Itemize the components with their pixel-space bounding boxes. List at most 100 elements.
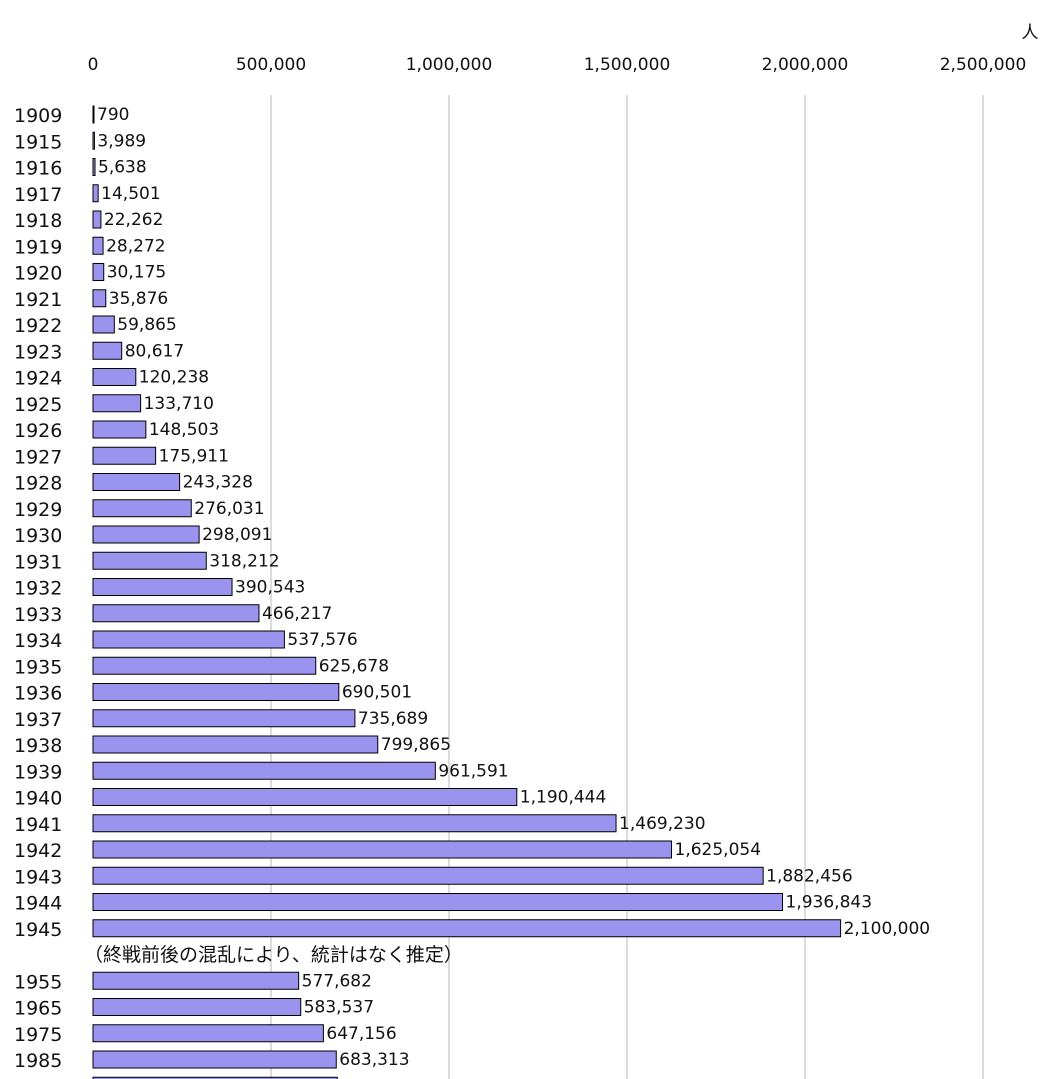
category-label: 1975	[14, 1024, 62, 1046]
data-label: 298,091	[202, 525, 272, 545]
category-label: 1936	[14, 683, 62, 705]
bar	[92, 1076, 338, 1079]
category-label: 1941	[14, 814, 62, 836]
category-label: 1927	[14, 446, 62, 468]
category-label: 1921	[14, 289, 62, 311]
category-label: 1934	[14, 630, 62, 652]
bar	[92, 368, 137, 386]
data-label: 1,469,230	[619, 814, 706, 834]
data-label: 647,156	[326, 1024, 396, 1044]
data-label: 466,217	[262, 604, 332, 624]
bar	[92, 341, 123, 360]
category-label: 1933	[14, 604, 62, 626]
bar	[92, 761, 436, 780]
data-label: 1,625,054	[675, 840, 762, 860]
bar	[92, 604, 260, 623]
data-label: 3,989	[97, 131, 146, 151]
bar	[92, 420, 147, 439]
data-label: 690,501	[342, 683, 412, 703]
data-label: 35,876	[109, 289, 168, 309]
x-tick-label: 1,500,000	[584, 55, 671, 75]
category-label: 1938	[14, 735, 62, 757]
bar	[92, 525, 200, 544]
category-label: 1937	[14, 709, 62, 731]
category-label: 1926	[14, 420, 62, 442]
bar	[92, 473, 181, 491]
category-label: 1945	[14, 919, 62, 941]
category-label: 1915	[14, 131, 62, 153]
bar	[92, 840, 673, 859]
category-label: 1944	[14, 893, 62, 915]
category-label: 1924	[14, 368, 62, 390]
data-label: 14,501	[101, 184, 160, 204]
category-label: 1918	[14, 210, 62, 232]
data-label: 735,689	[358, 709, 428, 729]
category-label: 1925	[14, 394, 62, 416]
bar	[92, 315, 115, 334]
data-label: 1,936,843	[786, 893, 873, 913]
data-label: 625,678	[319, 656, 389, 676]
data-label: 80,617	[125, 341, 184, 361]
annotation-note: （終戦前後の混乱により、統計はなく推定）	[84, 944, 463, 966]
category-label: 1932	[14, 578, 62, 600]
category-label: 1923	[14, 341, 62, 363]
data-label: 175,911	[159, 446, 229, 466]
unit-label: 人	[1022, 23, 1039, 43]
bar	[92, 551, 207, 570]
data-label: 583,537	[304, 998, 374, 1018]
x-tick-label: 0	[88, 55, 99, 75]
bar	[92, 788, 518, 806]
bar	[92, 683, 340, 701]
data-label: 2,100,000	[844, 919, 931, 939]
x-tick-label: 2,000,000	[762, 55, 849, 75]
data-label: 961,591	[438, 761, 508, 781]
category-label: 1919	[14, 236, 62, 258]
category-label: 1931	[14, 551, 62, 573]
bar	[92, 105, 95, 124]
bar	[92, 499, 192, 518]
data-label: 5,638	[98, 158, 147, 178]
bar	[92, 919, 842, 938]
bar	[92, 158, 96, 176]
bar	[92, 210, 102, 229]
data-label: 390,543	[235, 578, 305, 598]
data-label: 59,865	[117, 315, 176, 335]
category-label: 1990	[14, 1076, 62, 1079]
bar	[92, 1050, 337, 1069]
data-label: 243,328	[183, 473, 253, 493]
bar	[92, 630, 285, 649]
bar	[92, 1024, 324, 1043]
bar	[92, 971, 300, 990]
gridlines	[270, 95, 984, 1079]
bars	[92, 105, 842, 1079]
category-label: 1928	[14, 473, 62, 495]
x-tick-label: 2,500,000	[940, 55, 1027, 75]
x-tick-label: 1,000,000	[406, 55, 493, 75]
data-label: 133,710	[144, 394, 214, 414]
data-label: 30,175	[107, 263, 166, 283]
bar	[92, 394, 142, 413]
category-label: 1939	[14, 761, 62, 783]
data-label: 686,237	[340, 1076, 410, 1079]
data-label: 28,272	[106, 236, 165, 256]
x-axis: 人 0 500,000 1,000,000 1,500,000 2,000,000 2,5…	[88, 23, 1039, 75]
bar	[92, 814, 617, 833]
data-label: 22,262	[104, 210, 163, 230]
x-tick-label: 500,000	[236, 55, 306, 75]
bar	[92, 131, 95, 150]
data-label: 537,576	[287, 630, 357, 650]
data-label: 318,212	[209, 551, 279, 571]
category-label: 1909	[14, 105, 62, 127]
category-label: 1935	[14, 656, 62, 678]
bar	[92, 289, 107, 308]
data-label: 577,682	[302, 971, 372, 991]
bar	[92, 893, 784, 911]
bar	[92, 578, 233, 596]
data-label: 1,190,444	[520, 788, 607, 808]
bar	[92, 656, 317, 675]
category-label: 1965	[14, 998, 62, 1020]
category-label: 1943	[14, 866, 62, 888]
category-label: 1920	[14, 263, 62, 285]
bar-labels: 1909 790 1915 3,989 1916 5,638 1917 14,501 1918 2…	[14, 105, 930, 1079]
